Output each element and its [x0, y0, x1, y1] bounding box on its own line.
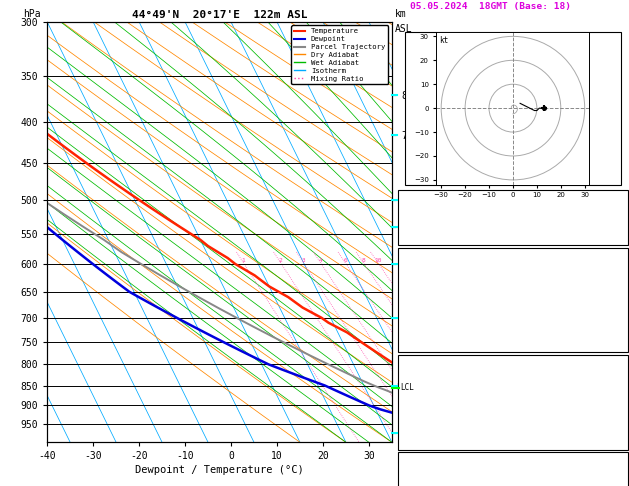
Text: θε (K): θε (K)	[405, 390, 437, 399]
Text: Lifted Index: Lifted Index	[405, 311, 468, 319]
Text: 0: 0	[616, 311, 621, 319]
Text: 1: 1	[242, 258, 245, 263]
Text: CIN (J): CIN (J)	[405, 437, 442, 446]
Legend: Temperature, Dewpoint, Parcel Trajectory, Dry Adiabat, Wet Adiabat, Isotherm, Mi: Temperature, Dewpoint, Parcel Trajectory…	[291, 25, 388, 85]
Text: CAPE (J): CAPE (J)	[405, 421, 447, 431]
Text: 15: 15	[610, 437, 621, 446]
Title: 44°49'N  20°17'E  122m ASL: 44°49'N 20°17'E 122m ASL	[131, 10, 307, 20]
Text: -3: -3	[610, 471, 621, 481]
Text: PW (cm): PW (cm)	[405, 232, 442, 241]
Text: Hodograph: Hodograph	[489, 455, 537, 465]
Text: 3: 3	[302, 258, 306, 263]
Text: 0: 0	[616, 405, 621, 415]
Text: ASL: ASL	[395, 24, 413, 34]
Text: θε(K): θε(K)	[405, 295, 431, 305]
Bar	[405, 32, 621, 185]
Text: hPa: hPa	[23, 9, 41, 19]
Text: Lifted Index: Lifted Index	[405, 405, 468, 415]
Text: 6.1: 6.1	[605, 281, 621, 290]
Bar	[398, 248, 628, 352]
Text: © weatheronline.co.uk: © weatheronline.co.uk	[464, 474, 562, 484]
Text: 80: 80	[610, 421, 621, 431]
Text: Surface: Surface	[494, 251, 532, 260]
Text: 308: 308	[605, 295, 621, 305]
Text: 05.05.2024  18GMT (Base: 18): 05.05.2024 18GMT (Base: 18)	[409, 2, 571, 12]
Text: Most Unstable: Most Unstable	[479, 358, 547, 367]
Text: Pressure (mb): Pressure (mb)	[405, 374, 473, 383]
Text: 21: 21	[610, 194, 621, 203]
Text: Dewp (°C): Dewp (°C)	[405, 281, 452, 290]
Text: K: K	[405, 194, 410, 203]
Text: 15: 15	[610, 340, 621, 349]
Text: 1.44: 1.44	[600, 232, 621, 241]
Text: km: km	[395, 9, 407, 19]
Text: 995: 995	[605, 374, 621, 383]
Text: 308: 308	[605, 390, 621, 399]
Bar	[398, 190, 628, 245]
Text: CAPE (J): CAPE (J)	[405, 326, 447, 334]
Text: 6: 6	[343, 258, 347, 263]
Text: 50: 50	[610, 213, 621, 222]
Text: LCL: LCL	[400, 383, 414, 392]
Text: 4: 4	[319, 258, 323, 263]
Text: 80: 80	[610, 326, 621, 334]
Text: 17.5: 17.5	[600, 266, 621, 275]
Bar	[398, 355, 628, 450]
Text: LCL: LCL	[396, 383, 411, 392]
Text: 8: 8	[362, 258, 365, 263]
Text: EH: EH	[405, 471, 416, 481]
X-axis label: Dewpoint / Temperature (°C): Dewpoint / Temperature (°C)	[135, 466, 304, 475]
Text: Totals Totals: Totals Totals	[405, 213, 473, 222]
Text: 2: 2	[279, 258, 282, 263]
Text: Temp (°C): Temp (°C)	[405, 266, 452, 275]
Bar	[398, 452, 628, 486]
Text: 10: 10	[374, 258, 382, 263]
Text: CIN (J): CIN (J)	[405, 340, 442, 349]
